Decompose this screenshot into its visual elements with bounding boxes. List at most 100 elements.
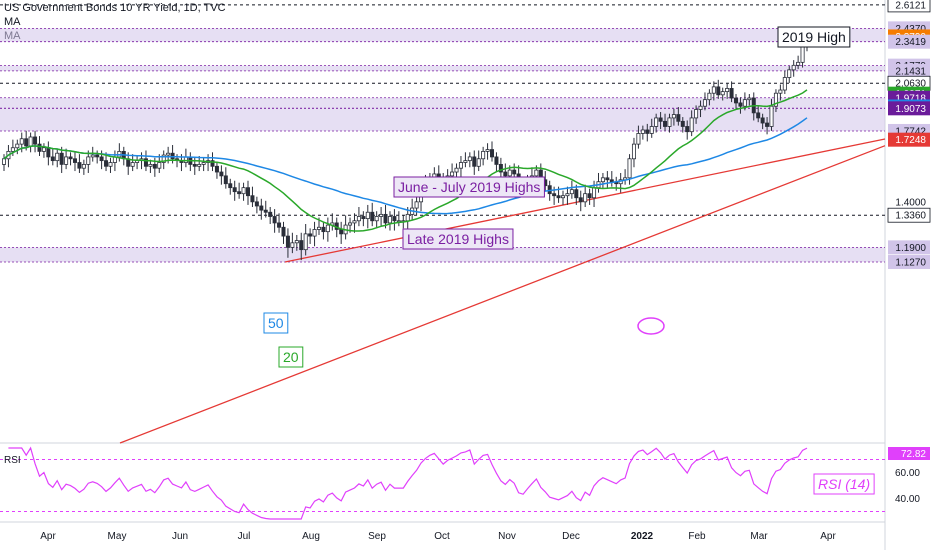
candle-body — [649, 126, 654, 134]
candle-body — [454, 167, 459, 173]
zone-2 — [0, 97, 885, 109]
label-2019-high-box — [777, 26, 851, 48]
trendline-lower — [119, 145, 886, 444]
x-tick-dec: Dec — [562, 531, 580, 542]
label-ma-50: 50 — [268, 315, 284, 331]
candle-body — [392, 216, 397, 222]
candle-body — [68, 156, 73, 160]
candle-body — [348, 222, 353, 226]
candle-body — [161, 154, 166, 163]
candle-body — [689, 117, 694, 133]
candle-body — [55, 152, 60, 162]
candle-body — [458, 162, 463, 169]
candle-body — [738, 102, 743, 107]
candle-body — [671, 114, 676, 119]
price-label-text: 1.9073 — [895, 104, 926, 115]
candle-body — [680, 120, 685, 127]
candle-body — [560, 195, 565, 199]
candle-body — [645, 129, 650, 134]
candle-body — [512, 169, 517, 175]
candle-body — [15, 143, 20, 149]
x-tick-mar: Mar — [750, 531, 768, 542]
candle-body — [765, 122, 770, 127]
candle-body — [95, 154, 100, 158]
candle-body — [308, 233, 313, 237]
candle-body — [90, 154, 95, 158]
candle-body — [81, 163, 86, 169]
price-label-bg — [887, 0, 931, 13]
candle-body — [658, 117, 663, 122]
candle-body — [50, 156, 55, 162]
candle-body — [104, 160, 109, 167]
candle-body — [796, 61, 801, 66]
ma-50-line — [3, 117, 808, 215]
x-tick-oct: Oct — [434, 531, 450, 542]
candle-body — [374, 216, 379, 222]
candle-body — [352, 220, 357, 224]
candle-body — [19, 138, 24, 145]
x-tick-may: May — [108, 531, 127, 542]
rsi-level-60-00: 60.00 — [895, 468, 920, 479]
candle-body — [148, 163, 153, 167]
candle-body — [676, 114, 681, 122]
x-tick-sep: Sep — [368, 531, 386, 542]
price-label-text: 1.3360 — [895, 211, 926, 222]
candle-body — [77, 162, 82, 169]
candle-body — [228, 183, 233, 189]
candle-body — [361, 216, 366, 220]
candle-body — [569, 189, 574, 195]
ma-20-line — [3, 89, 808, 232]
candle-body — [33, 136, 38, 145]
candle-body — [321, 226, 326, 233]
candle-body — [281, 226, 286, 237]
candle-body — [791, 64, 796, 71]
price-label-bg — [888, 101, 930, 116]
candle-body — [694, 109, 699, 119]
candle-body — [339, 229, 344, 235]
candle-body — [627, 158, 632, 179]
price-label-text: 1.1270 — [895, 258, 926, 269]
candle-body — [587, 193, 592, 199]
candle-body — [272, 216, 277, 224]
candle-body — [197, 163, 202, 167]
x-tick-aug: Aug — [302, 531, 320, 542]
candle-body — [481, 150, 486, 160]
label-2019-high: 2019 High — [782, 29, 846, 45]
candle-body — [756, 112, 761, 119]
candle-body — [494, 156, 499, 165]
candle-body — [534, 169, 539, 177]
price-label-15: 1.3360 — [887, 207, 931, 223]
price-label-16: 1.1900 — [888, 240, 930, 255]
candle-body — [782, 77, 787, 91]
candle-body — [99, 156, 104, 162]
candle-body — [600, 177, 605, 183]
candle-body — [574, 189, 579, 199]
candle-body — [556, 195, 561, 199]
candle-body — [250, 195, 255, 203]
candle-body — [476, 158, 481, 167]
candle-body — [463, 160, 468, 163]
candle-body — [711, 86, 716, 94]
candle-body — [760, 117, 765, 124]
rsi-value-bg — [888, 447, 930, 460]
candle-body — [157, 162, 162, 169]
price-label-bg — [888, 63, 930, 78]
price-label-bg — [888, 34, 930, 49]
candle-body — [450, 171, 455, 177]
price-label-text: 1.7742 — [895, 126, 926, 137]
zone-4 — [0, 247, 885, 263]
candle-body — [232, 187, 237, 193]
price-label-text: 2.6121 — [895, 0, 926, 11]
zone-1 — [0, 65, 885, 71]
price-label-text: 1.1900 — [895, 243, 926, 254]
candle-body — [37, 143, 42, 152]
candle-body — [414, 201, 419, 209]
candle-body — [356, 216, 361, 222]
candle-body — [214, 165, 219, 173]
candle-body — [503, 171, 508, 177]
x-tick-jun: Jun — [172, 531, 188, 542]
candle-body — [747, 97, 752, 101]
label-june-july-2019-highs-box — [393, 176, 545, 198]
price-label-4: 2.3419 — [888, 34, 930, 49]
